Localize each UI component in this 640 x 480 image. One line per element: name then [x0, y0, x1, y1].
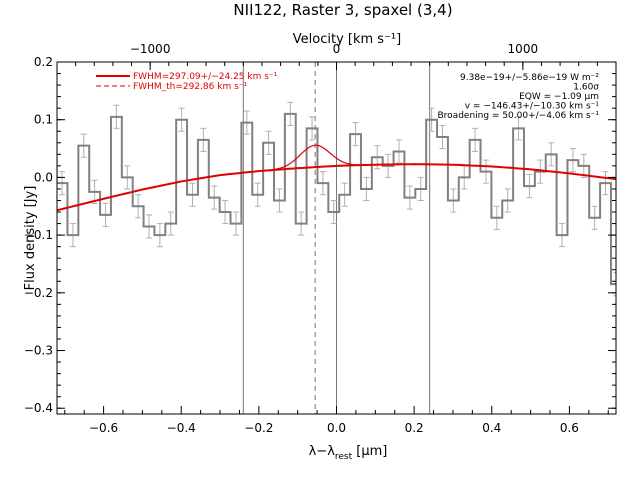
y-tick-label: −0.1 — [24, 228, 53, 242]
continuum-fit-line — [57, 163, 616, 212]
gaussian-fit-line — [256, 144, 373, 172]
top-tick-label: 1000 — [508, 42, 539, 56]
y-tick-label: 0.0 — [34, 170, 53, 184]
x-tick-label: 0.0 — [327, 421, 346, 435]
legend-label-0: FWHM=297.09+/−24.25 km s⁻¹ — [133, 72, 278, 82]
fit-annotation-2: EQW = −1.09 μm — [519, 92, 599, 102]
top-tick-labels: −1000 0 1000 — [130, 42, 538, 56]
spectrum-line — [57, 112, 616, 286]
y-tick-label: −0.4 — [24, 401, 53, 415]
x-axis-label: λ−λrest [μm] — [309, 444, 388, 462]
fit-annotation-0: 9.38e−19+/−5.86e−19 W m⁻² — [460, 73, 599, 83]
legend: FWHM=297.09+/−24.25 km s⁻¹FWHM_th=292.86… — [96, 72, 278, 92]
x-tick-label: 0.2 — [405, 421, 424, 435]
reference-lines — [242, 62, 431, 414]
top-axis-label: Velocity [km s⁻¹] — [293, 32, 401, 47]
y-tick-label: −0.2 — [24, 286, 53, 300]
chart-title: NII122, Raster 3, spaxel (3,4) — [233, 1, 452, 19]
fit-annotation-1: 1.60σ — [573, 83, 599, 93]
error-bars — [59, 101, 616, 297]
x-tick-label: 0.6 — [560, 421, 579, 435]
x-tick-label: 0.4 — [482, 421, 501, 435]
y-tick-label: −0.3 — [24, 344, 53, 358]
y-tick-labels: 0.2 0.1 0.0 −0.1 −0.2 −0.3 −0.4 — [24, 55, 53, 415]
y-axis-label: Flux density [Jy] — [23, 186, 38, 291]
plot-area — [57, 62, 616, 414]
x-tick-label: −0.2 — [244, 421, 273, 435]
x-tick-label: −0.4 — [167, 421, 196, 435]
axis-ticks — [56, 61, 616, 414]
y-tick-label: 0.1 — [34, 113, 53, 127]
fit-annotation-3: v = −146.43+/−10.30 km s⁻¹ — [465, 102, 600, 112]
top-tick-label: 0 — [333, 42, 341, 56]
x-tick-label: −0.6 — [89, 421, 118, 435]
x-tick-labels: −0.6 −0.4 −0.2 0.0 0.2 0.4 0.6 — [89, 421, 579, 435]
legend-label-1: FWHM_th=292.86 km s⁻¹ — [133, 82, 248, 92]
y-tick-label: 0.2 — [34, 55, 53, 69]
top-tick-label: −1000 — [130, 42, 171, 56]
fit-annotation-4: Broadening = 50.00+/−4.06 km s⁻¹ — [438, 111, 600, 121]
